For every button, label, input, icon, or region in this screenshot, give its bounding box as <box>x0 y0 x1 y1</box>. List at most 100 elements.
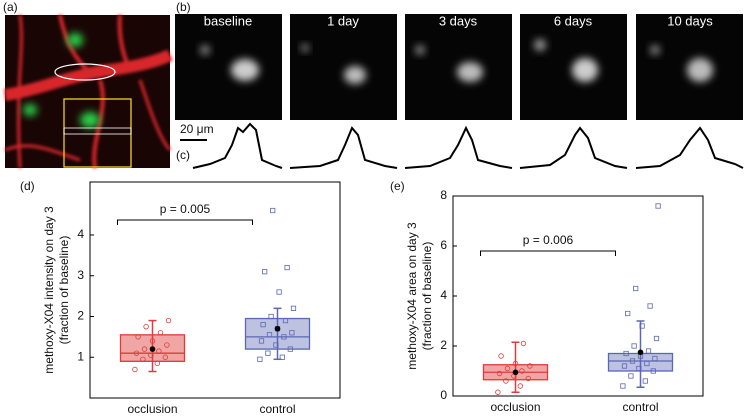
y-tick-label: 0 <box>440 388 447 402</box>
x-tick-label: control <box>259 402 295 413</box>
data-point <box>644 360 650 367</box>
data-point <box>148 352 154 358</box>
data-point <box>257 356 263 362</box>
mean <box>512 369 519 376</box>
data-point <box>498 353 504 359</box>
intensity-traces <box>192 122 744 169</box>
y-axis-label: methoxy-X04 intensity on day 3 <box>42 206 56 374</box>
data-point <box>279 354 285 360</box>
data-point <box>636 365 642 372</box>
data-point <box>512 360 519 367</box>
y-tick-label: 4 <box>440 288 447 302</box>
data-point <box>262 269 268 275</box>
data-point <box>623 350 629 357</box>
data-point <box>164 342 170 348</box>
y-axis-label: (fraction of baseline) <box>57 236 71 345</box>
vessel-image <box>4 14 173 169</box>
timepoint-label: baseline <box>204 13 252 28</box>
data-point <box>650 368 656 374</box>
data-point <box>270 207 276 214</box>
data-point <box>165 317 172 324</box>
x-tick-label: occlusion <box>490 400 540 413</box>
data-point <box>258 338 265 344</box>
data-point <box>525 375 531 382</box>
y-tick-label: 6 <box>440 238 447 252</box>
mean <box>149 346 156 352</box>
data-point <box>276 289 282 295</box>
data-point <box>156 348 162 354</box>
data-point <box>645 348 652 354</box>
data-point <box>284 264 290 271</box>
data-point <box>266 332 273 338</box>
timepoint-label: 3 days <box>439 13 478 28</box>
data-point <box>141 346 148 352</box>
data-point <box>621 363 628 369</box>
timepoint-label: 10 days <box>667 13 713 28</box>
data-point <box>527 363 533 369</box>
data-point <box>282 317 289 324</box>
data-point <box>135 334 141 340</box>
y-tick-label: 4 <box>77 227 84 241</box>
data-point <box>642 378 648 384</box>
y-axis-label: methoxy-X04 area on day 3 <box>405 222 419 370</box>
data-point <box>628 373 634 379</box>
data-point <box>655 203 661 209</box>
timepoint-label: 1 day <box>327 13 359 28</box>
data-point <box>653 335 660 342</box>
panel-label: (a) <box>3 0 18 14</box>
data-point <box>519 368 525 374</box>
data-point <box>639 323 645 329</box>
p-value: p = 0.006 <box>523 233 574 247</box>
data-point <box>133 350 140 356</box>
data-point <box>143 323 149 330</box>
data-point <box>265 350 271 356</box>
y-tick-label: 1 <box>77 349 84 363</box>
data-point <box>520 340 527 347</box>
data-point <box>633 285 639 292</box>
x-tick-label: occlusion <box>127 402 177 413</box>
data-point <box>149 338 156 344</box>
mean <box>637 349 644 356</box>
panel-label: (b) <box>176 0 191 14</box>
data-point <box>517 383 523 389</box>
axes-frame <box>89 181 341 399</box>
p-value: p = 0.005 <box>160 202 211 216</box>
data-point <box>268 313 274 320</box>
data-point <box>290 305 297 311</box>
mean <box>274 325 281 332</box>
timepoint-images: baseline 1 day 3 days 6 days 10 days <box>175 13 743 120</box>
data-point <box>629 358 636 364</box>
significance-bracket <box>480 250 616 256</box>
data-point <box>287 346 293 352</box>
timepoint-label: 6 days <box>554 13 593 28</box>
data-point <box>154 360 160 367</box>
significance-bracket <box>117 219 253 225</box>
x-tick-label: control <box>622 400 658 413</box>
data-point <box>625 310 631 317</box>
data-point <box>503 378 509 384</box>
data-point <box>273 342 279 348</box>
data-point <box>162 354 168 360</box>
panel-label: (d) <box>20 179 35 193</box>
scale-bar-label: 20 μm <box>180 122 214 136</box>
panel-label: (e) <box>390 179 405 193</box>
panel-label: (c) <box>176 148 190 162</box>
data-point <box>631 343 637 349</box>
data-point <box>140 356 146 362</box>
data-point <box>620 383 626 389</box>
y-tick-label: 2 <box>440 338 447 352</box>
data-point <box>157 330 164 336</box>
y-axis-label: (fraction of baseline) <box>420 242 434 351</box>
data-point <box>652 355 658 362</box>
data-point <box>281 334 287 340</box>
data-point <box>496 370 503 377</box>
data-point <box>289 330 295 336</box>
data-point <box>495 389 501 395</box>
data-point <box>647 303 653 309</box>
y-tick-label: 3 <box>77 268 84 282</box>
data-point <box>504 365 511 372</box>
y-tick-label: 8 <box>440 188 447 202</box>
y-tick-label: 2 <box>77 309 84 323</box>
data-point <box>260 322 266 328</box>
